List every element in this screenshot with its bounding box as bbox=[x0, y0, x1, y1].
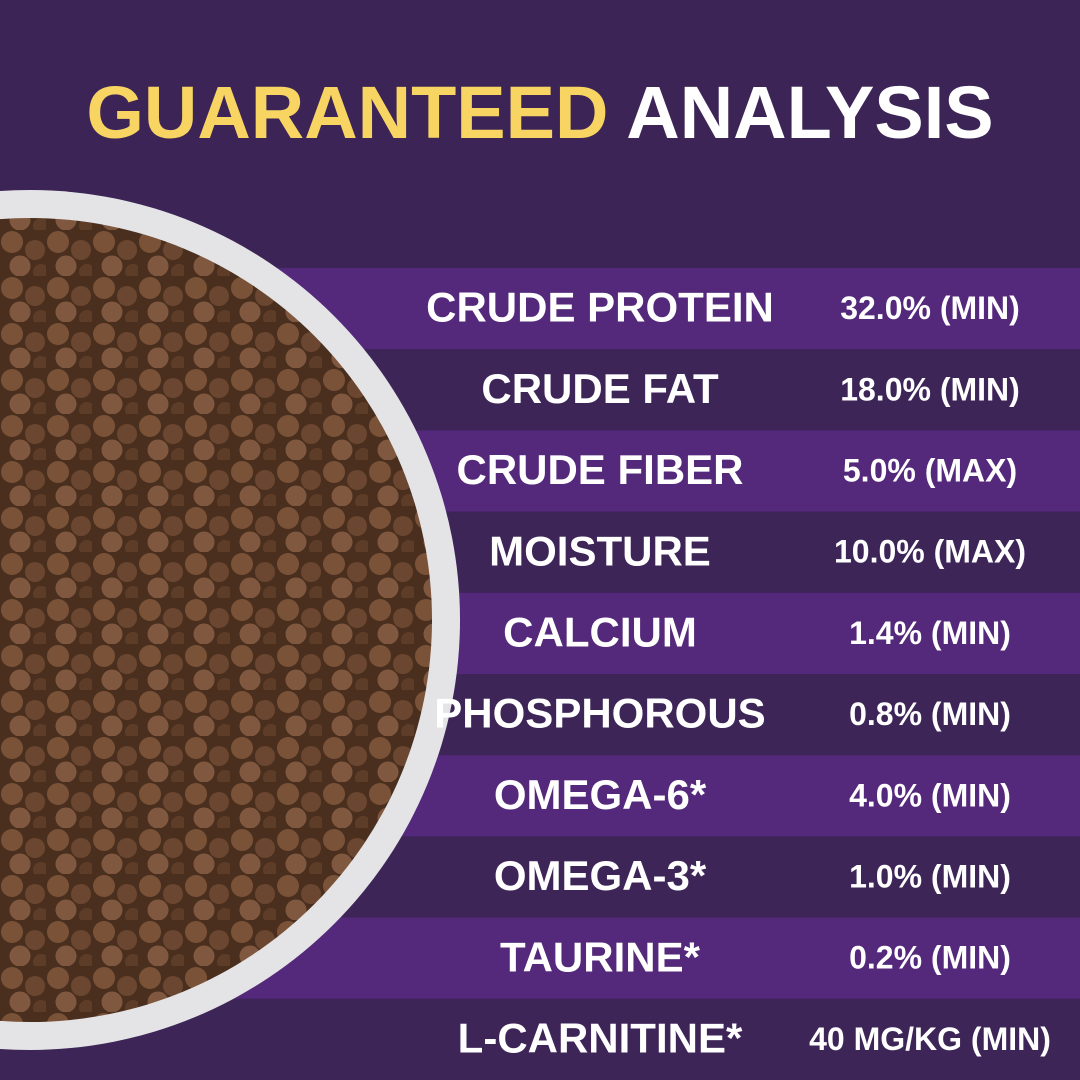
bowl bbox=[0, 190, 460, 1050]
title: GUARANTEED ANALYSIS bbox=[86, 71, 993, 154]
nutrient-value: 0.2% (MIN) bbox=[849, 940, 1011, 976]
nutrient-name: CRUDE FIBER bbox=[456, 446, 743, 493]
nutrient-name: OMEGA-6* bbox=[494, 771, 707, 818]
nutrient-value: 0.8% (MIN) bbox=[849, 696, 1011, 732]
nutrient-name: CRUDE FAT bbox=[481, 365, 719, 412]
nutrient-value: 32.0% (MIN) bbox=[840, 290, 1020, 326]
nutrient-value: 10.0% (MAX) bbox=[834, 534, 1026, 570]
nutrient-value: 18.0% (MIN) bbox=[840, 371, 1020, 407]
nutrient-name: MOISTURE bbox=[489, 527, 711, 574]
nutrient-value: 5.0% (MAX) bbox=[843, 452, 1017, 488]
nutrient-value: 4.0% (MIN) bbox=[849, 777, 1011, 813]
nutrient-name: CRUDE PROTEIN bbox=[426, 284, 774, 331]
nutrient-value: 1.4% (MIN) bbox=[849, 615, 1011, 651]
title-rest: ANALYSIS bbox=[626, 71, 993, 154]
nutrient-name: TAURINE* bbox=[500, 933, 701, 980]
nutrient-name: CALCIUM bbox=[503, 608, 697, 655]
nutrient-name: OMEGA-3* bbox=[494, 852, 707, 899]
nutrient-value: 1.0% (MIN) bbox=[849, 858, 1011, 894]
nutrient-name: PHOSPHOROUS bbox=[434, 690, 765, 737]
title-highlight: GUARANTEED bbox=[86, 71, 608, 154]
analysis-table: CRUDE PROTEIN 32.0% (MIN) CRUDE FAT 18.0% (… bbox=[426, 284, 1051, 1062]
nutrient-name: L-CARNITINE* bbox=[458, 1014, 743, 1061]
nutrient-value: 40 MG/KG (MIN) bbox=[809, 1021, 1051, 1057]
